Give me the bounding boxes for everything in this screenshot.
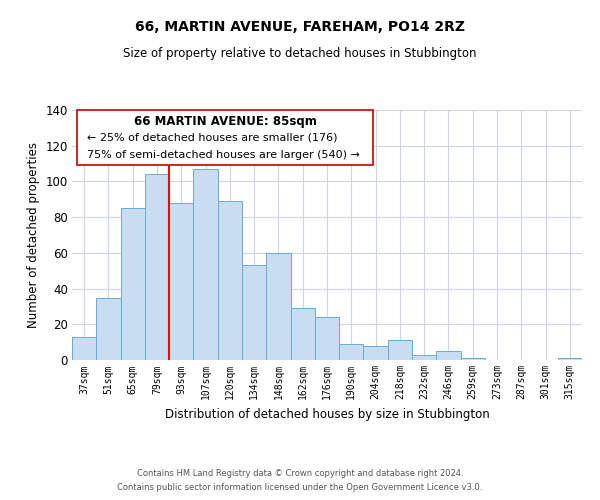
- Text: 66 MARTIN AVENUE: 85sqm: 66 MARTIN AVENUE: 85sqm: [134, 115, 316, 128]
- Bar: [461, 358, 485, 360]
- X-axis label: Distribution of detached houses by size in Stubbington: Distribution of detached houses by size …: [164, 408, 490, 420]
- Bar: [193, 169, 218, 360]
- Text: Contains HM Land Registry data © Crown copyright and database right 2024.: Contains HM Land Registry data © Crown c…: [137, 468, 463, 477]
- Bar: [339, 344, 364, 360]
- Bar: [290, 308, 315, 360]
- Text: ← 25% of detached houses are smaller (176): ← 25% of detached houses are smaller (17…: [88, 132, 338, 142]
- Text: Size of property relative to detached houses in Stubbington: Size of property relative to detached ho…: [123, 48, 477, 60]
- Bar: [145, 174, 169, 360]
- FancyBboxPatch shape: [77, 110, 373, 165]
- Bar: [72, 337, 96, 360]
- Bar: [364, 346, 388, 360]
- Bar: [558, 358, 582, 360]
- Bar: [315, 317, 339, 360]
- Text: Contains public sector information licensed under the Open Government Licence v3: Contains public sector information licen…: [118, 484, 482, 492]
- Bar: [436, 351, 461, 360]
- Y-axis label: Number of detached properties: Number of detached properties: [27, 142, 40, 328]
- Bar: [388, 340, 412, 360]
- Bar: [218, 201, 242, 360]
- Bar: [242, 266, 266, 360]
- Text: 75% of semi-detached houses are larger (540) →: 75% of semi-detached houses are larger (…: [88, 150, 360, 160]
- Bar: [121, 208, 145, 360]
- Bar: [96, 298, 121, 360]
- Bar: [266, 253, 290, 360]
- Text: 66, MARTIN AVENUE, FAREHAM, PO14 2RZ: 66, MARTIN AVENUE, FAREHAM, PO14 2RZ: [135, 20, 465, 34]
- Bar: [169, 203, 193, 360]
- Bar: [412, 354, 436, 360]
